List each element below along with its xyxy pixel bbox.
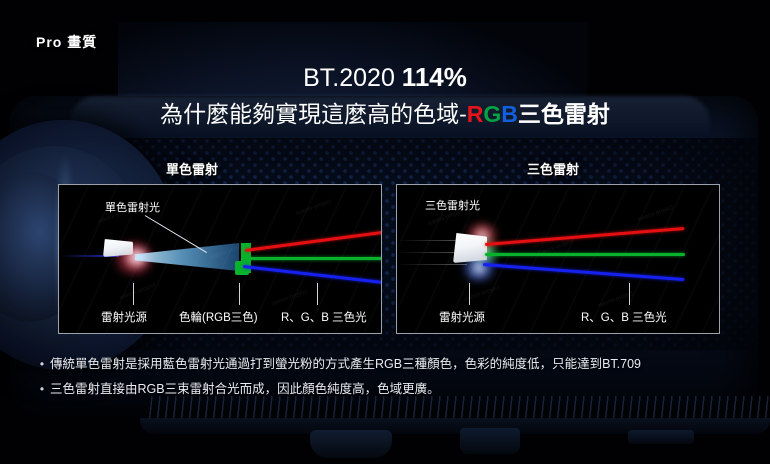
bullet-marker: •	[39, 357, 45, 371]
tick-tri-laser-source	[469, 283, 470, 305]
diagram-panel-single-laser: xiaomi-project xiaomi-project xiaomi-pro…	[58, 184, 382, 334]
bullet-text-2: 三色雷射直接由RGB三束雷射合光而成，因此顏色純度高，色域更廣。	[50, 382, 440, 396]
callout-tri-laser-light: 三色雷射光	[425, 200, 480, 212]
incoming-blue-beam	[59, 255, 119, 257]
output-ray-green	[245, 257, 381, 260]
headline-bt2020-label: BT.2020	[303, 64, 402, 92]
projector-foot-left	[310, 430, 392, 458]
tick-laser-source	[133, 283, 134, 305]
headline-line-2: 為什麼能夠實現這麼高的色域-RGB三色雷射	[0, 99, 770, 129]
bullet-list: • 傳統單色雷射是採用藍色雷射光通過打到螢光粉的方式產生RGB三種顏色，色彩的純…	[34, 356, 734, 406]
tick-tri-rgb-output	[629, 283, 630, 305]
list-item: • 三色雷射直接由RGB三束雷射合光而成，因此顏色純度高，色域更廣。	[34, 381, 734, 397]
tri-ray-green	[485, 253, 685, 256]
diagram-panel-tri-laser: xiaomi-project xiaomi-project xiaomi-pro…	[396, 184, 720, 334]
headline-coverage-value: 114%	[401, 62, 467, 92]
label-tri-laser-source: 雷射光源	[439, 312, 485, 324]
laser-source-block	[103, 239, 133, 257]
label-rgb-three-colors: R、G、B 三色光	[281, 312, 367, 324]
callout-single-laser-light: 單色雷射光	[105, 202, 160, 214]
guide-line-mid	[397, 252, 467, 253]
headline-block: BT.2020 114% 為什麼能夠實現這麼高的色域-RGB三色雷射	[0, 62, 770, 129]
projector-base-bar	[140, 418, 770, 434]
tick-color-wheel	[239, 283, 240, 305]
headline-letter-b: B	[501, 101, 518, 127]
label-tri-rgb-three-colors: R、G、B 三色光	[581, 312, 667, 324]
label-color-wheel: 色輪(RGB三色)	[179, 312, 258, 324]
tick-rgb-output	[317, 283, 318, 305]
guide-line-bottom	[397, 264, 467, 265]
headline-letter-r: R	[466, 101, 484, 127]
projector-foot-right	[628, 430, 694, 444]
panel-caption-tri-laser: 三色雷射	[527, 162, 580, 177]
list-item: • 傳統單色雷射是採用藍色雷射光通過打到螢光粉的方式產生RGB三種顏色，色彩的純…	[34, 356, 734, 372]
projector-foot-center	[460, 428, 520, 454]
headline-line-1: BT.2020 114%	[0, 62, 770, 93]
headline-letter-g: G	[483, 101, 502, 127]
guide-line-top	[397, 240, 467, 241]
bullet-text-1: 傳統單色雷射是採用藍色雷射光通過打到螢光粉的方式產生RGB三種顏色，色彩的純度低…	[50, 357, 642, 371]
headline-tri-laser-text: 三色雷射	[517, 101, 610, 127]
label-laser-source: 雷射光源	[101, 312, 147, 324]
tri-laser-source-block	[453, 233, 487, 263]
headline-question-text: 為什麼能夠實現這麼高的色域-	[160, 101, 467, 127]
bullet-marker: •	[39, 382, 45, 396]
panel-caption-single-laser: 單色雷射	[166, 162, 219, 177]
pro-quality-tag: Pro 畫質	[36, 34, 98, 50]
panel-texture-right	[397, 185, 719, 333]
